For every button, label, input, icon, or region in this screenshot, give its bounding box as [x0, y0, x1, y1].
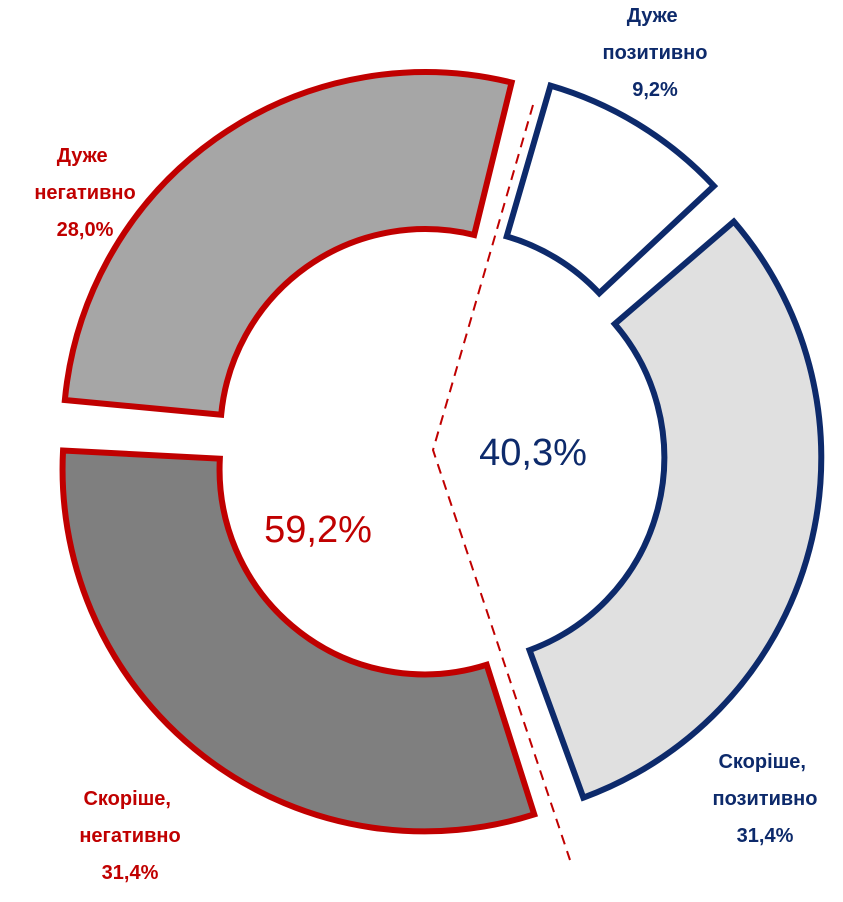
- donut-segment: [502, 81, 719, 298]
- segment-label: Скоріше, негативно: [79, 788, 180, 847]
- donut-segment: [59, 447, 539, 835]
- segment-value-label: 28,0%: [57, 219, 114, 241]
- group-total: 40,3%: [479, 432, 587, 474]
- divider: [431, 104, 571, 861]
- donut-segment: [61, 69, 516, 419]
- segment-value-label: 9,2%: [632, 79, 678, 101]
- segment-label: Дуже позитивно: [603, 5, 708, 64]
- segment-label: Дуже негативно: [34, 145, 135, 204]
- segment-label: Скоріше, позитивно: [713, 751, 818, 810]
- segment-value-label: 31,4%: [737, 825, 794, 847]
- group-total: 59,2%: [264, 509, 372, 551]
- segment-value-label: 31,4%: [102, 862, 159, 884]
- donut-segment: [525, 217, 825, 802]
